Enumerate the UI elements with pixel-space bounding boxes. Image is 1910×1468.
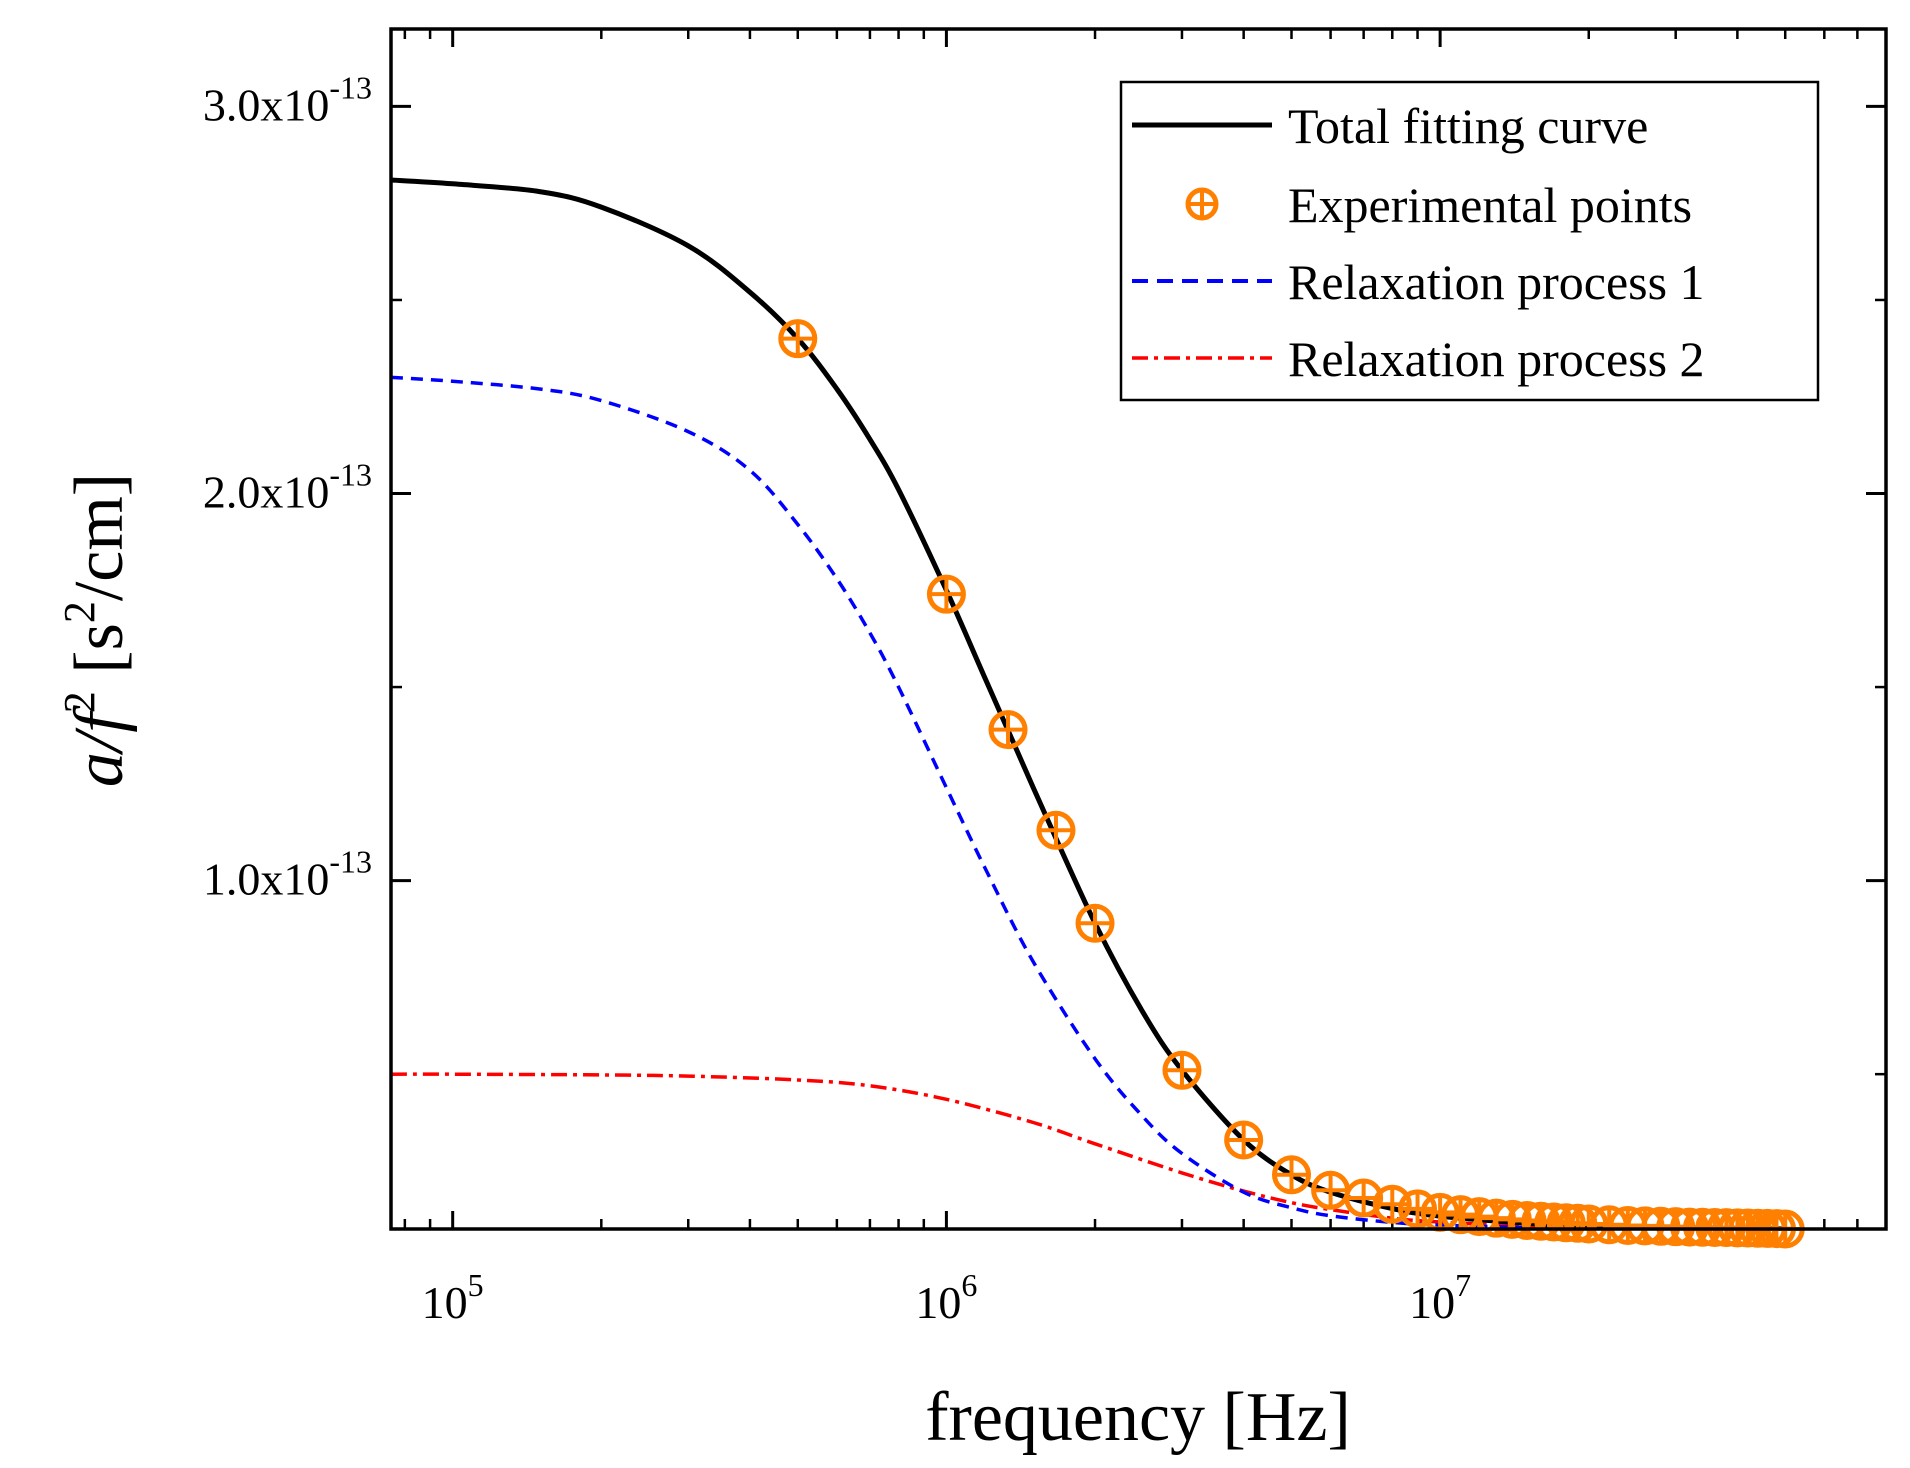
experimental-point <box>1075 903 1115 943</box>
plot-frame <box>389 27 1888 1231</box>
legend-label-process1: Relaxation process 1 <box>1288 254 1705 310</box>
legend: Total fitting curve Experimental points … <box>1119 80 1820 402</box>
y-axis-title: a/f2 [s2/cm] <box>55 473 138 787</box>
series-process1-line <box>391 375 1786 1229</box>
y-axis-title-unit-exp: 2 <box>55 601 104 623</box>
x-axis-title: frequency [Hz] <box>925 1379 1351 1456</box>
legend-label-total: Total fitting curve <box>1288 98 1648 154</box>
legend-label-process2: Relaxation process 2 <box>1288 331 1705 387</box>
x-tick-label: 107 <box>1409 1267 1471 1328</box>
experimental-point <box>1162 1050 1202 1090</box>
experimental-point <box>988 710 1028 750</box>
legend-swatch-experimental <box>1185 187 1219 221</box>
experimental-point <box>1398 1189 1438 1229</box>
x-tick-label: 106 <box>915 1267 977 1328</box>
ticks-layer: 105 106 107 1.0x10-13 2.0x10-13 3.0x10-13 <box>203 29 1888 1328</box>
experimental-point <box>926 574 966 614</box>
experimental-point <box>1272 1155 1312 1195</box>
experimental-point <box>1036 810 1076 850</box>
experimental-point <box>1224 1120 1264 1160</box>
y-axis-title-unit-close: /cm] <box>61 473 138 601</box>
experimental-point <box>778 319 818 359</box>
legend-box <box>1119 80 1820 402</box>
x-tick-label: 105 <box>422 1267 484 1328</box>
y-axis-title-exp: 2 <box>55 691 104 713</box>
y-tick-label: 3.0x10-13 <box>203 69 372 130</box>
y-tick-label: 1.0x10-13 <box>203 844 372 905</box>
experimental-point <box>1311 1170 1351 1210</box>
y-tick-label: 2.0x10-13 <box>203 457 372 518</box>
y-axis-title-main: a/f <box>61 705 138 787</box>
y-axis-title-unit-open: [s <box>61 623 138 691</box>
legend-label-experimental: Experimental points <box>1288 177 1692 233</box>
